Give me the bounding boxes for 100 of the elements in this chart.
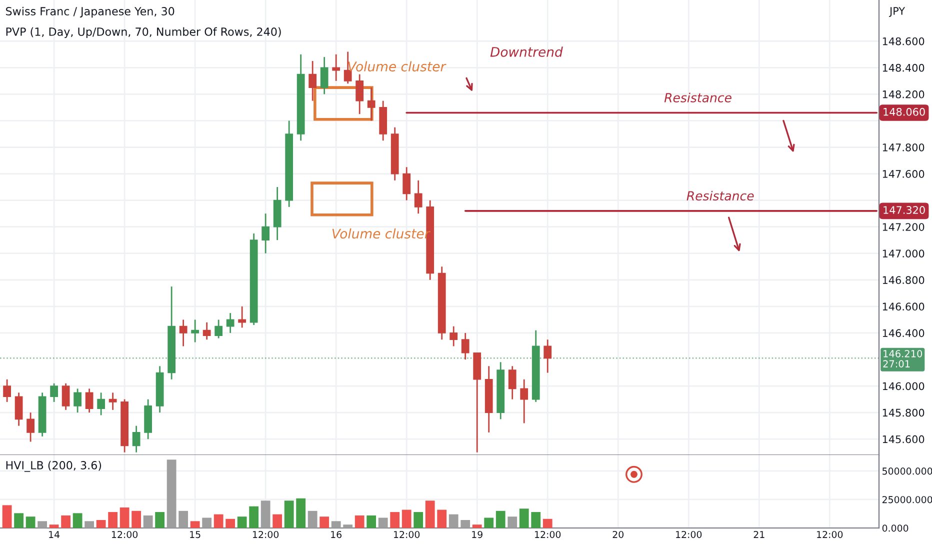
bar	[425, 500, 435, 528]
candlestick	[26, 412, 34, 442]
x-tick-label: 16	[331, 530, 342, 538]
bar	[72, 513, 82, 528]
data-label: 147.320	[884, 206, 925, 214]
candlestick	[508, 365, 516, 400]
bar	[354, 515, 364, 528]
bar	[226, 518, 236, 528]
bar	[26, 516, 36, 528]
series-label: Resistance	[664, 92, 732, 102]
text: Swiss Franc / Japanese Yen, 30	[6, 6, 174, 18]
candlestick	[97, 392, 106, 416]
x-tick-label: 12:00	[253, 530, 279, 538]
x-tick-label: 20	[612, 530, 624, 538]
data-label: 148.060	[884, 108, 925, 116]
bar	[496, 510, 506, 528]
candlestick	[308, 60, 317, 102]
ref-line-label: 146.210 27:01	[883, 350, 922, 368]
bar	[166, 460, 176, 528]
candlestick	[544, 338, 552, 374]
y-tick-label: 145.600	[882, 435, 924, 444]
bar	[519, 508, 529, 528]
y-tick-label: 0.000	[882, 524, 908, 532]
y-tick-label: 50000.000	[882, 468, 932, 475]
candlestick	[356, 74, 364, 115]
bar	[331, 521, 341, 528]
y-axis-title: JPY	[889, 7, 906, 17]
y-tick-label: 145.800	[882, 408, 924, 417]
bar	[2, 505, 12, 528]
bar	[414, 512, 424, 528]
candlestick	[14, 392, 23, 427]
bar	[402, 510, 412, 528]
bar	[108, 512, 118, 528]
candlestick	[520, 378, 528, 424]
x-tick-label: 12:00	[394, 530, 420, 538]
bar	[214, 514, 224, 528]
candlestick	[62, 382, 70, 411]
x-tick-label: 12:00	[817, 530, 843, 538]
bar	[132, 510, 142, 528]
y-tick-label: 146.800	[882, 276, 924, 284]
bar	[448, 514, 458, 528]
candlestick	[85, 388, 94, 414]
bar	[61, 515, 71, 528]
bar	[437, 510, 447, 528]
text: HVI_LB (200, 3.6)	[6, 460, 102, 472]
candlestick	[367, 86, 376, 122]
y-tick-label: 146.600	[882, 302, 924, 311]
bar	[249, 506, 259, 528]
candlestick	[450, 326, 458, 347]
bar	[366, 515, 376, 528]
y-tick-label: 148.400	[882, 64, 924, 72]
candlestick	[226, 312, 234, 334]
candlestick	[262, 212, 270, 254]
annotation: Downtrend	[490, 46, 563, 57]
x-tick-label: 12:00	[535, 530, 561, 538]
candlestick	[50, 382, 58, 403]
bar	[84, 521, 94, 528]
bar	[178, 510, 188, 528]
candlestick	[132, 425, 140, 454]
candlestick	[214, 319, 223, 339]
bar	[320, 516, 330, 528]
candlestick	[191, 319, 200, 343]
bar	[190, 521, 200, 528]
y-tick-label: 146.000	[882, 382, 924, 390]
series-label: Resistance	[686, 190, 754, 201]
bar	[284, 500, 294, 528]
x-tick-label: 21	[754, 530, 764, 538]
bar	[343, 524, 353, 528]
y-tick-label: 147.000	[882, 250, 924, 258]
bar	[308, 510, 318, 528]
bar	[143, 515, 153, 528]
x-tick-label: 15	[190, 531, 200, 538]
candlestick	[3, 378, 11, 403]
bar	[155, 512, 165, 528]
bar	[296, 498, 306, 528]
y-tick-label: 147.800	[882, 143, 924, 152]
x-tick-label: 19	[472, 530, 482, 538]
y-tick-label: 146.400	[882, 329, 924, 338]
bar	[484, 518, 494, 528]
y-tick-label: 25000.000	[882, 496, 932, 504]
bar	[202, 518, 212, 528]
bar	[460, 520, 470, 528]
candlestick	[414, 180, 422, 214]
x-tick-label: 12:00	[676, 530, 702, 538]
text: PVP (1, Day, Up/Down, 70, Number Of Rows, 240)	[6, 27, 281, 38]
bar	[390, 512, 400, 528]
candlestick	[320, 56, 328, 95]
bar	[272, 514, 282, 528]
bar	[531, 512, 541, 528]
candlestick	[179, 319, 188, 347]
candlestick	[332, 54, 340, 82]
bar	[38, 521, 48, 528]
bar	[508, 516, 518, 528]
candlestick	[108, 392, 117, 411]
y-tick-label: 147.200	[882, 223, 924, 231]
bar	[260, 500, 270, 528]
x-tick-label: 14	[49, 531, 60, 538]
candlestick	[74, 388, 82, 414]
candlestick	[402, 166, 411, 201]
x-tick-label: 12:00	[112, 530, 138, 538]
